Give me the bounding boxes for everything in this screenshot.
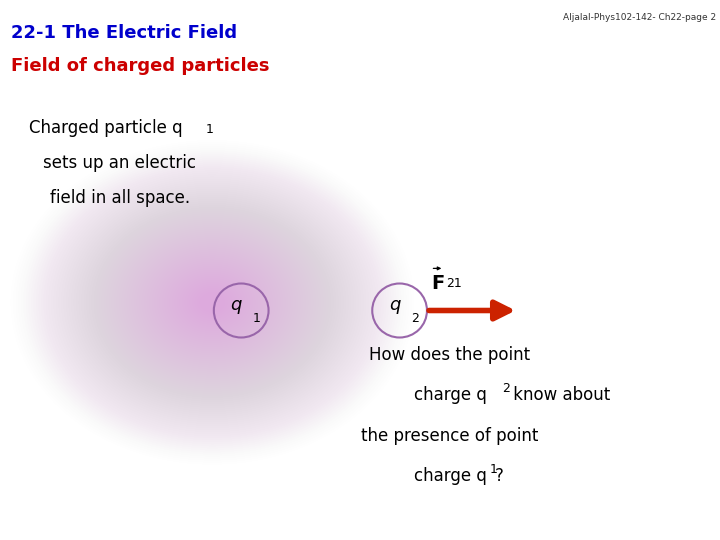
Text: Field of charged particles: Field of charged particles bbox=[11, 57, 269, 75]
Text: know about: know about bbox=[508, 386, 610, 404]
Text: 1: 1 bbox=[253, 312, 261, 325]
Text: 22-1 The Electric Field: 22-1 The Electric Field bbox=[11, 24, 237, 42]
Text: charge q: charge q bbox=[413, 386, 487, 404]
Text: charge q: charge q bbox=[413, 467, 487, 485]
Text: 2: 2 bbox=[412, 312, 419, 325]
Text: q: q bbox=[389, 296, 400, 314]
Text: ?: ? bbox=[495, 467, 503, 485]
Text: 1: 1 bbox=[490, 463, 498, 476]
Text: Charged particle q: Charged particle q bbox=[29, 119, 182, 137]
Text: sets up an electric: sets up an electric bbox=[43, 154, 196, 172]
Text: 1: 1 bbox=[205, 123, 213, 136]
Text: field in all space.: field in all space. bbox=[50, 189, 191, 207]
Text: $\mathbf{F}$: $\mathbf{F}$ bbox=[431, 274, 444, 293]
Text: the presence of point: the presence of point bbox=[361, 427, 539, 444]
Text: Aljalal-Phys102-142- Ch22-page 2: Aljalal-Phys102-142- Ch22-page 2 bbox=[563, 14, 716, 23]
Text: 21: 21 bbox=[446, 277, 462, 290]
Text: q: q bbox=[230, 296, 242, 314]
Text: How does the point: How does the point bbox=[369, 346, 531, 363]
Text: 2: 2 bbox=[503, 382, 510, 395]
